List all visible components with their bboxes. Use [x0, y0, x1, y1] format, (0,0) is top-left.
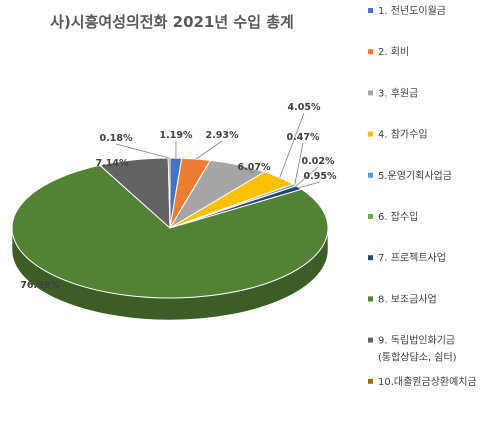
leader-line-10 [115, 143, 170, 159]
chart-title: 사)시흥여성의전화 2021년 수입 총계 [50, 13, 294, 31]
leader-line-6 [295, 166, 319, 187]
legend-swatch-9 [368, 337, 373, 343]
leader-line-2 [196, 140, 223, 160]
legend-label-6: 6. 잡수입 [378, 210, 418, 223]
legend-swatch-7 [368, 255, 373, 261]
data-label-9: 7.14% [96, 158, 129, 169]
legend-swatch-5 [368, 172, 373, 178]
data-label-5: 0.47% [287, 132, 320, 143]
data-label-2: 2.93% [206, 130, 239, 141]
legend-label-8: 8. 보조금사업 [378, 292, 437, 305]
legend-swatch-1 [368, 8, 373, 13]
legend-swatch-10 [368, 378, 373, 384]
legend-label-7: 7. 프로젝트사업 [378, 251, 446, 264]
data-label-3: 6.07% [238, 162, 271, 173]
legend-swatch-6 [368, 214, 373, 219]
data-label-6: 0.02% [302, 156, 335, 167]
legend-label-10: 10.대출원금상환예치금 [378, 376, 477, 388]
legend-label-3: 3. 후원금 [378, 87, 418, 99]
data-label-4: 4.05% [288, 102, 321, 113]
legend-swatch-3 [368, 90, 373, 96]
legend: 1. 전년도이월금 2. 회비 3. 후원금 4. 참가수입 5.운영기획사업금 6. 잡… [368, 5, 477, 388]
leader-lines [115, 112, 321, 188]
legend-label-1: 1. 전년도이월금 [378, 5, 446, 17]
legend-label-4: 4. 참가수입 [378, 128, 428, 141]
legend-swatch-4 [368, 131, 373, 137]
legend-label-9: 9. 독립법인화기금 [378, 334, 455, 347]
leader-line-7 [298, 181, 321, 188]
data-label-8: 76.99% [20, 280, 60, 291]
legend-sublabel-9: (통합상담소, 쉼터) [378, 352, 457, 364]
data-label-10: 0.18% [100, 133, 133, 144]
pie-top-faces [11, 157, 329, 299]
legend-swatch-8 [368, 296, 373, 302]
data-label-1: 1.19% [160, 130, 193, 141]
leader-line-4 [279, 112, 305, 178]
legend-swatch-2 [368, 49, 373, 55]
legend-label-2: 2. 회비 [378, 46, 409, 58]
leader-line-5 [294, 142, 304, 186]
data-label-7: 0.95% [304, 171, 337, 182]
leader-line-3 [238, 164, 255, 174]
pie-slice-8 [11, 164, 329, 299]
data-labels: 1.19% 2.93% 6.07% 4.05% 0.47% 0.02% 0.95% 76.99… [20, 102, 337, 291]
legend-label-5: 5.운영기획사업금 [378, 169, 452, 182]
